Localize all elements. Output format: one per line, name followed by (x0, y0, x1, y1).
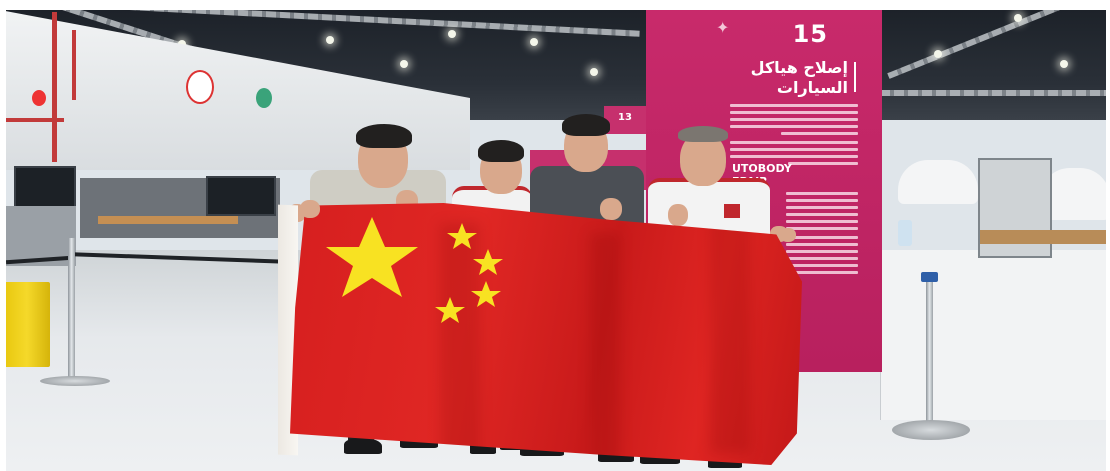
exit-sign-icon (256, 88, 272, 108)
booth-wall-right (880, 250, 1110, 420)
chinese-flag (290, 203, 802, 465)
small-star-icon (435, 297, 465, 323)
fire-sign-icon (32, 90, 46, 106)
no-smoking-sign-icon (186, 70, 214, 104)
small-star-icon (471, 281, 501, 307)
panel-number: 15 (792, 20, 828, 48)
arabic-paragraph (730, 104, 858, 169)
arabic-title: إصلاح هياكل السيارات (750, 58, 848, 97)
booth-tag: 13 (604, 106, 646, 134)
small-star-icon (473, 249, 503, 275)
monitor (14, 166, 76, 210)
workbench (980, 230, 1110, 244)
stanchion-post (926, 276, 933, 428)
large-star-icon (326, 217, 418, 297)
falcon-logo-icon: ✦ (716, 18, 730, 37)
yellow-bin (4, 282, 50, 367)
monitor (206, 176, 276, 216)
stanchion-post (68, 238, 75, 382)
english-paragraph (786, 192, 858, 278)
car (898, 160, 978, 204)
small-star-icon (447, 223, 477, 249)
